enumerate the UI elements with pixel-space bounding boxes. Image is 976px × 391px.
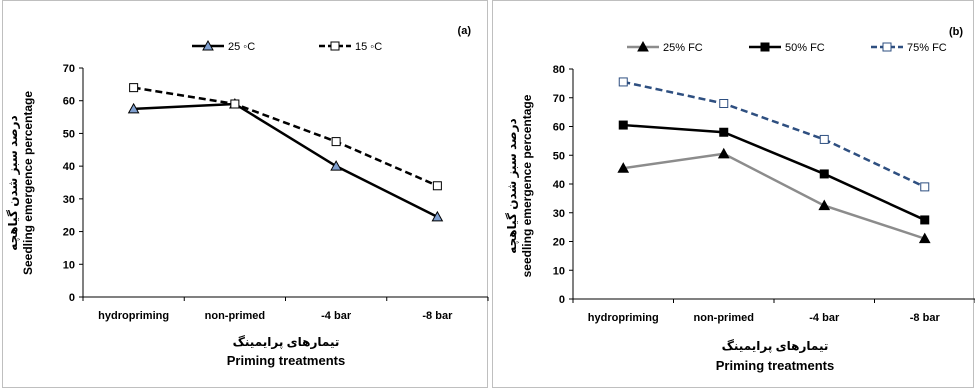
data-point-a-1 (432, 181, 442, 191)
chart-a-svg: (a) درصد سبز شدن گیاهچه Seedling emergen… (6, 25, 489, 368)
x-axis-label-fa-a: تیمارهای پرایمینگ (233, 335, 340, 349)
plot-area-b: 0 10 20 30 40 50 60 70 80 hydropriming non-primed -… (553, 64, 975, 324)
chart-panel-a: (a) درصد سبز شدن گیاهچه Seedling emergen… (2, 0, 489, 388)
x-tick-label: -4 bar (809, 312, 840, 324)
legend-b: 25% FC 50% FC 75% FC (627, 40, 947, 54)
data-point-a-1 (230, 99, 240, 109)
x-axis-label-a: Priming treatments (227, 353, 345, 368)
legend-label-b-2: 75% FC (907, 42, 947, 54)
x-tick-label: hydropriming (588, 312, 659, 324)
legend-marker-b-2 (882, 42, 892, 52)
y-tick-label: 0 (69, 292, 75, 304)
series-line-a-1 (133, 86, 438, 187)
data-point-a-0 (431, 210, 444, 222)
data-point-b-0 (918, 232, 931, 244)
x-tick-label: -8 bar (422, 310, 453, 322)
data-point-b-0 (717, 147, 730, 159)
y-axis-label-fa-b: درصد سبز شدن گیاهچه (505, 118, 519, 253)
data-point-b-0 (818, 199, 831, 211)
y-axis-label-b: seedling emergence percentage (520, 94, 534, 277)
legend-label-b-1: 50% FC (785, 42, 825, 54)
legend-label-a-1: 15 ◦C (355, 41, 382, 53)
series-line-b-2 (622, 80, 926, 189)
y-tick-label: 60 (553, 122, 565, 134)
y-tick-label: 0 (559, 294, 565, 306)
legend-marker-a-0 (202, 39, 214, 51)
y-tick-label: 20 (63, 227, 75, 239)
plot-area-a: 0 10 20 30 40 50 60 70 hydropriming non-primed -4 … (63, 63, 489, 322)
x-tick-label: non-primed (694, 312, 755, 324)
legend-a: 25 ◦C 15 ◦C (192, 39, 382, 53)
series-line-b-0 (623, 152, 926, 240)
series-line-a-0 (133, 102, 438, 218)
y-tick-label: 30 (63, 194, 75, 206)
y-tick-label: 60 (63, 96, 75, 108)
y-tick-label: 70 (63, 63, 75, 75)
y-tick-label: 40 (63, 161, 75, 173)
y-tick-label: 30 (553, 208, 565, 220)
data-point-b-2 (920, 182, 930, 192)
chart-panel-b: (b) درصد سبز شدن گیاهچه seedling emergen… (492, 0, 975, 388)
x-axis-label-b: Priming treatments (716, 358, 834, 373)
y-tick-label: 10 (63, 259, 75, 271)
x-tick-label: -8 bar (910, 312, 941, 324)
legend-marker-a-1 (330, 41, 340, 51)
y-axis-label-a: Seedling emergence percentage (21, 91, 35, 275)
legend-marker-b-1 (760, 42, 770, 52)
data-point-b-1 (618, 120, 628, 130)
x-axis-label-fa-b: تیمارهای پرایمینگ (722, 339, 829, 353)
y-tick-label: 20 (553, 237, 565, 249)
data-point-b-0 (617, 162, 630, 173)
data-point-a-0 (330, 160, 342, 171)
data-point-b-2 (618, 77, 628, 87)
x-tick-label: -4 bar (321, 310, 352, 322)
data-point-a-1 (129, 83, 139, 93)
data-point-a-1 (331, 137, 341, 147)
series-line-b-1 (623, 123, 926, 222)
y-tick-label: 50 (63, 128, 75, 140)
y-tick-label: 50 (553, 150, 565, 162)
data-point-b-2 (819, 134, 829, 144)
chart-b-svg: (b) درصد سبز شدن گیاهچه seedling emergen… (505, 26, 975, 373)
data-point-a-0 (127, 102, 140, 114)
x-tick-label: non-primed (205, 310, 266, 322)
y-tick-label: 10 (553, 265, 565, 277)
y-tick-label: 70 (553, 93, 565, 105)
y-tick-label: 40 (553, 179, 565, 191)
data-point-b-1 (920, 215, 930, 225)
legend-label-b-0: 25% FC (663, 42, 703, 54)
panel-label-b: (b) (949, 26, 963, 38)
legend-label-a-0: 25 ◦C (228, 41, 255, 53)
data-point-b-2 (719, 99, 729, 108)
data-point-b-1 (719, 127, 729, 137)
x-tick-label: hydropriming (98, 310, 169, 322)
y-axis-label-fa-a: درصد سبز شدن گیاهچه (6, 115, 20, 250)
panel-label-a: (a) (458, 25, 472, 37)
y-tick-label: 80 (553, 64, 565, 76)
legend-marker-b-0 (637, 40, 649, 52)
data-point-b-1 (819, 169, 829, 179)
